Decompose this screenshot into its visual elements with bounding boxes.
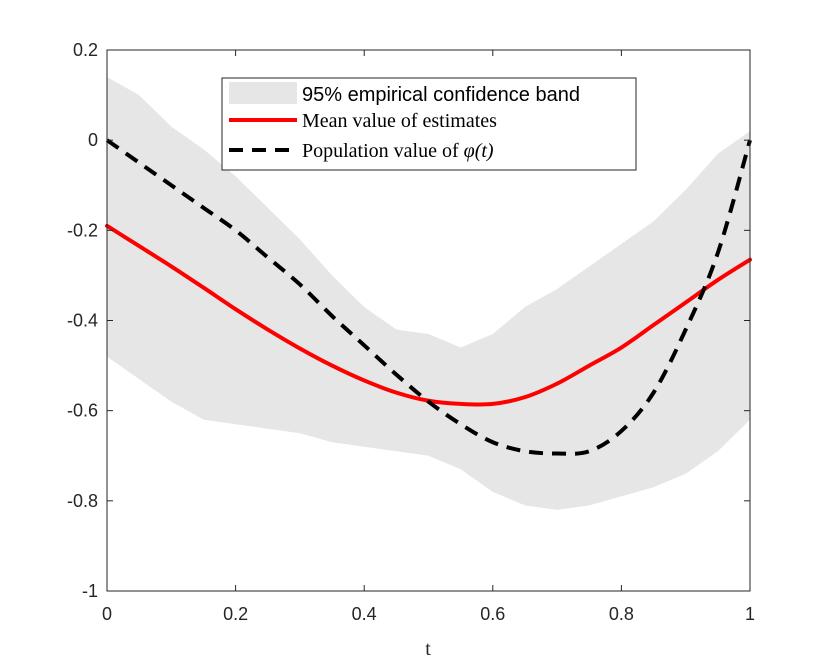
x-tick-label: 0.4: [352, 604, 377, 624]
y-tick-label: -0.4: [67, 311, 98, 331]
legend-mean-label: Mean value of estimates: [302, 110, 497, 132]
axis-ticks: [106, 49, 751, 592]
confidence-band: [107, 77, 750, 510]
legend-band-swatch: [229, 82, 297, 104]
x-axis-label: t: [425, 638, 431, 660]
legend-population-label: Population value of φ(t): [302, 140, 494, 162]
x-tick-labels: 0 0.2 0.4 0.6 0.8 1: [102, 604, 755, 624]
y-tick-label: 0.2: [73, 40, 98, 60]
y-tick-label: 0: [88, 130, 98, 150]
population-value-line: [105, 138, 752, 456]
y-tick-label: -0.8: [67, 491, 98, 511]
y-tick-label: -1: [82, 581, 98, 601]
x-tick-label: 0.6: [480, 604, 505, 624]
y-tick-labels: 0.2 0 -0.2 -0.4 -0.6 -0.8 -1: [67, 40, 98, 601]
x-tick-label: 0: [102, 604, 112, 624]
x-tick-label: 0.2: [223, 604, 248, 624]
x-tick-label: 0.8: [609, 604, 634, 624]
y-tick-label: -0.2: [67, 220, 98, 240]
y-tick-label: -0.6: [67, 401, 98, 421]
x-tick-label: 1: [745, 604, 755, 624]
legend-band-label: 95% empirical confidence band: [302, 84, 580, 106]
legend: 95% empirical confidence band Mean value…: [221, 77, 637, 171]
